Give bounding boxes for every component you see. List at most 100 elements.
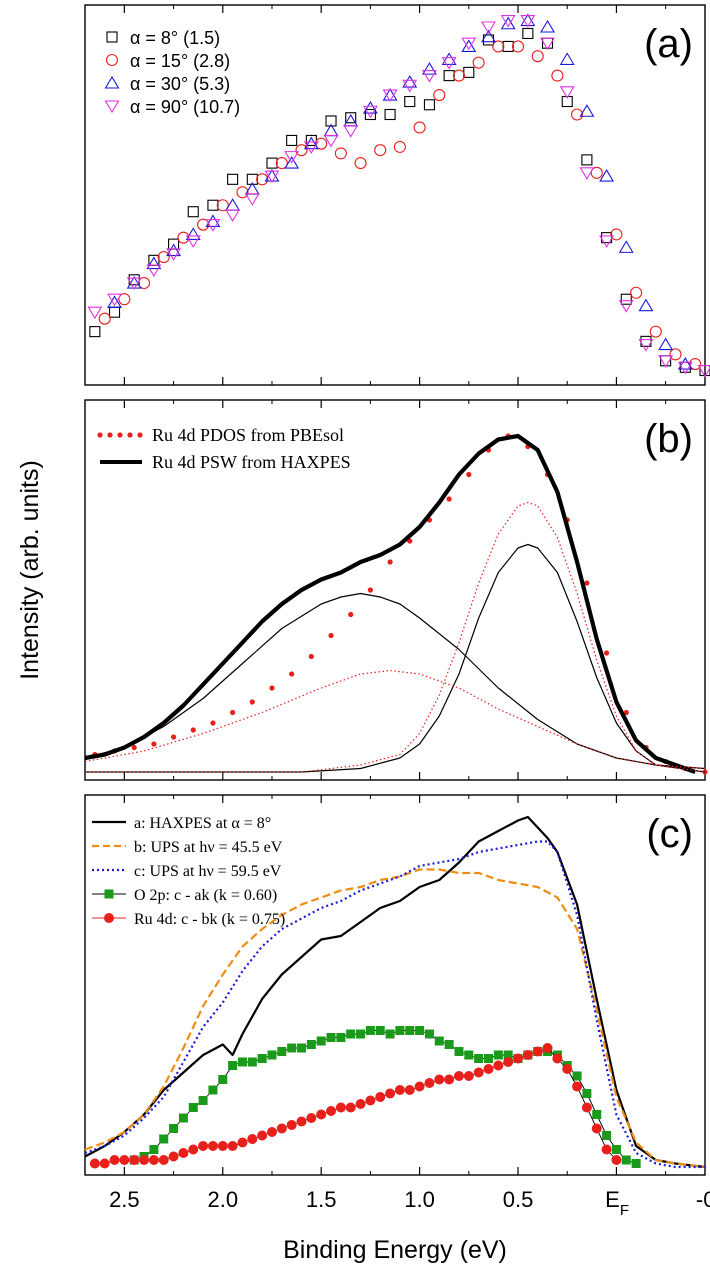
x-tick-label: 2.5: [109, 1187, 140, 1212]
legend-label: Ru 4d PDOS from PBEsol: [152, 425, 344, 445]
data-point: [248, 1058, 257, 1067]
data-point: [218, 1075, 227, 1084]
data-point: [316, 1110, 326, 1120]
data-point: [267, 158, 277, 168]
y-axis-label: Intensity (arb. units): [16, 460, 44, 680]
data-point: [210, 720, 215, 725]
data-point: [335, 148, 346, 159]
data-point: [453, 70, 464, 81]
data-point: [306, 1113, 316, 1123]
data-point: [415, 1082, 425, 1092]
data-point: [149, 1155, 159, 1165]
data-point: [90, 1159, 100, 1169]
data-point: [346, 1103, 356, 1113]
data-point: [650, 326, 661, 337]
data-point: [659, 339, 672, 350]
data-point: [385, 110, 395, 120]
legend-label: c: UPS at hν = 59.5 eV: [134, 863, 282, 880]
data-point: [289, 671, 294, 676]
data-point: [199, 1096, 208, 1105]
series-c-5: [90, 1043, 622, 1169]
data-point: [238, 1058, 247, 1067]
data-point: [105, 890, 114, 899]
data-point: [106, 101, 119, 112]
data-point: [287, 1120, 297, 1130]
data-point: [107, 32, 117, 42]
data-point: [287, 1044, 296, 1053]
data-point: [423, 71, 436, 82]
data-point: [355, 158, 366, 169]
data-point: [307, 1040, 316, 1049]
data-point: [611, 229, 622, 240]
data-point: [356, 1099, 366, 1109]
data-point: [584, 580, 589, 585]
data-point: [269, 685, 274, 690]
data-point: [309, 654, 314, 659]
legend-label: α = 30° (5.3): [130, 74, 230, 94]
data-point: [523, 28, 533, 38]
data-point: [573, 1072, 582, 1081]
data-point: [434, 90, 445, 101]
data-point: [208, 200, 218, 210]
legend-label: α = 90° (10.7): [130, 97, 240, 117]
panel-c: (c)a: HAXPES at α = 8°b: UPS at hν = 45.…: [85, 795, 710, 1219]
data-point: [384, 89, 397, 100]
data-point: [602, 1131, 611, 1140]
data-point: [513, 41, 524, 52]
data-point: [385, 1089, 395, 1099]
panel-label: (a): [644, 22, 693, 66]
series-b-2: [85, 436, 695, 772]
data-point: [503, 41, 513, 51]
x-tick-label: 2.0: [207, 1187, 238, 1212]
panel-label: (c): [646, 812, 693, 856]
data-point: [493, 1061, 503, 1071]
data-point: [447, 496, 452, 501]
data-point: [523, 1050, 533, 1060]
data-point: [552, 70, 563, 81]
data-point: [423, 63, 436, 74]
data-point: [454, 1047, 463, 1056]
data-point: [139, 1155, 149, 1165]
data-point: [387, 559, 392, 564]
legend-label: O 2p: c - ak (k = 0.60): [134, 887, 277, 904]
data-point: [159, 1155, 169, 1165]
data-point: [327, 1033, 336, 1042]
series-b-6: [85, 503, 705, 773]
data-point: [127, 432, 132, 437]
data-point: [104, 913, 114, 923]
data-point: [368, 587, 373, 592]
data-point: [386, 1030, 395, 1039]
data-point: [561, 53, 574, 64]
data-point: [443, 53, 456, 64]
series-b-4: [85, 545, 705, 773]
data-point: [376, 1026, 385, 1035]
series-line: [95, 1048, 617, 1164]
data-point: [572, 1082, 582, 1092]
data-point: [394, 141, 405, 152]
data-point: [250, 699, 255, 704]
x-axis-label: Binding Energy (eV): [283, 1236, 507, 1264]
data-point: [631, 287, 642, 298]
data-point: [611, 1155, 621, 1165]
data-point: [137, 432, 142, 437]
data-point: [188, 207, 198, 217]
data-point: [621, 294, 631, 304]
data-point: [257, 1131, 267, 1141]
data-point: [208, 1141, 218, 1151]
data-point: [474, 1054, 483, 1063]
data-point: [226, 210, 239, 221]
data-point: [110, 307, 120, 317]
data-point: [228, 174, 238, 184]
data-point: [228, 1061, 237, 1070]
panel-a: (a)α = 8° (1.5)α = 15° (2.8)α = 30° (5.3…: [85, 5, 710, 385]
data-point: [415, 1026, 424, 1035]
data-point: [620, 241, 633, 252]
series-line: [85, 503, 705, 773]
data-point: [344, 126, 357, 137]
data-point: [444, 1075, 454, 1085]
data-point: [503, 1057, 513, 1067]
data-point: [592, 1124, 602, 1134]
data-point: [336, 1103, 346, 1113]
